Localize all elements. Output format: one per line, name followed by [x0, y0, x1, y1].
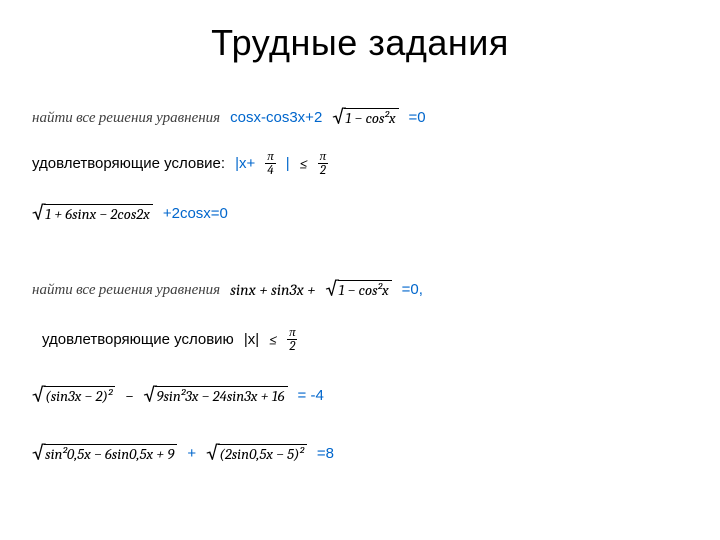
blue-text: = -4	[298, 387, 324, 404]
math-text: sinx + sin3x +	[230, 281, 315, 299]
content-row: √(sin3x − 2)²−√9sin²3x − 24sin3x + 16 = -…	[32, 386, 688, 405]
blue-text: |	[286, 155, 290, 172]
blue-text: =0,	[402, 281, 423, 298]
plain-text: удовлетворяющие условию	[42, 331, 234, 348]
prompt-text: найти все решения уравнения	[32, 280, 220, 299]
fraction: π4	[265, 150, 276, 177]
radical: √1 + 6sinx − 2cos2x	[32, 204, 153, 223]
content-row: найти все решения уравнения cosx-cos3x+2 √…	[32, 108, 688, 127]
math-text: ≤	[269, 331, 277, 349]
fraction: π2	[318, 150, 329, 177]
radical: √9sin²3x − 24sin3x + 16	[143, 386, 287, 405]
blue-text: =0	[409, 109, 426, 126]
content-row: удовлетворяющие условию |x| ≤ π2	[32, 326, 688, 353]
radical: √1 − cos²x	[325, 280, 391, 299]
plain-text: удовлетворяющие условие:	[32, 155, 225, 172]
slide: Трудные задания найти все решения уравне…	[0, 0, 720, 540]
radical: √sin²0,5x − 6sin0,5x + 9	[32, 444, 177, 463]
blue-text: =8	[317, 445, 334, 462]
content-row: найти все решения уравнения sinx + sin3x …	[32, 280, 688, 299]
blue-text: |x+	[235, 155, 255, 172]
slide-title: Трудные задания	[0, 22, 720, 64]
math-text: ≤	[300, 155, 308, 173]
blue-text: cosx-cos3x+2	[230, 109, 322, 126]
radical: √(sin3x − 2)²	[32, 386, 115, 405]
math-text: −	[125, 387, 133, 405]
radical: √(2sin0,5x − 5)²	[206, 444, 307, 463]
fraction: π2	[287, 326, 298, 353]
blue-text: +2cosx=0	[163, 205, 228, 222]
content-row: √1 + 6sinx − 2cos2x +2cosx=0	[32, 204, 688, 223]
plain-text: |x|	[244, 331, 259, 348]
blue-text: +	[187, 445, 196, 462]
prompt-text: найти все решения уравнения	[32, 108, 220, 127]
content-row: удовлетворяющие условие: |x+ π4 | ≤ π2	[32, 150, 688, 177]
radical: √1 − cos²x	[332, 108, 398, 127]
content-row: √sin²0,5x − 6sin0,5x + 9 + √(2sin0,5x − 5)…	[32, 444, 688, 463]
